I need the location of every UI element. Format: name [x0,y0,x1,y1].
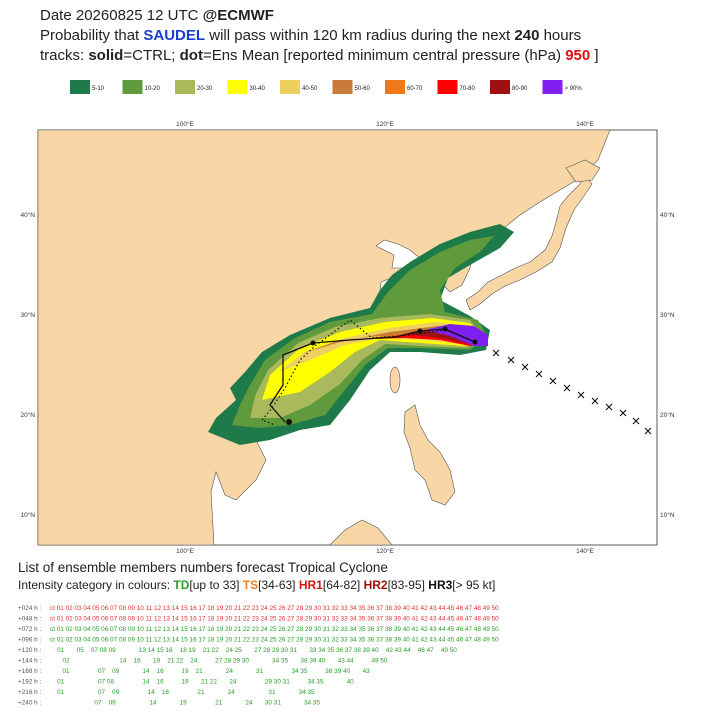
map-graticule-labels: 100°E 100°E 120°E 120°E 140°E 140°E 40°N 40°N 30… [20,120,674,555]
legend-label: 40-50 [302,86,318,92]
text-segment: @ECMWF [203,7,274,24]
latitude-label: 10°N [20,511,35,519]
legend-swatch [332,80,353,94]
text-line: tracks: solid=CTRL; dot=Ens Mean [report… [40,47,599,64]
text-segment: HR2 [364,578,388,592]
row-label: +096 h : [18,637,41,644]
legend-swatch [175,80,195,94]
track-markers [286,326,478,425]
text-segment: [up to 33] [189,578,242,592]
text-segment: TS [243,578,258,592]
row-label: +072 h : [18,626,41,633]
text-segment: =Ens Mean [reported minimum central pres… [203,47,565,64]
row-label: +192 h : [18,679,41,686]
legend-label: 20-30 [197,86,213,92]
text-segment: Intensity category in colours: [18,578,173,592]
legend-label: 5-10 [92,86,105,92]
text-segment: solid [88,47,123,64]
longitude-label: 140°E [576,120,594,128]
row-label: +144 h : [18,658,41,665]
legend-label: 10-20 [145,86,161,92]
row-label: +048 h : [18,616,41,623]
legend-swatch [227,80,248,94]
row-members: 01 07 09 14 16 19 21 24 31 34 35 38 39 4… [50,668,370,675]
track-crosses [492,349,652,435]
text-segment: [34-63] [258,578,299,592]
row-label: +240 h : [18,700,41,707]
legend-label: 60-70 [407,86,423,92]
text-line: Intensity category in colours: TD[up to … [18,578,495,592]
text-segment: will pass within 120 km radius during th… [205,27,514,44]
legend-label: 50-60 [355,86,371,92]
control-track [269,328,476,423]
legend-label: 30-40 [250,86,266,92]
latitude-label: 20°N [20,411,35,419]
text-segment: TD [173,578,189,592]
legend: 5-10 10-20 20-30 30-40 40-50 50-60 60-70 70-80 8… [70,80,582,94]
text-segment: [83-95] [388,578,429,592]
row-label: +024 h : [18,605,41,612]
longitude-label: 140°E [576,547,594,555]
latitude-label: 40°N [660,211,675,219]
longitude-label: 120°E [376,547,394,555]
latitude-label: 30°N [660,311,675,319]
text-segment: ] [590,47,598,64]
hokkaido [565,159,601,183]
header: Date 20260825 12 UTC @ECMWF Probability t… [40,7,599,64]
row-label: +120 h : [18,647,41,654]
legend-swatch [542,80,563,94]
latitude-label: 20°N [660,411,675,419]
row-members: 01 05 07 08 09 13 14 15 16 18 19 21 22 2… [50,647,457,654]
text-segment: SAUDEL [143,27,205,44]
text-segment: dot [180,47,203,64]
longitude-label: 100°E [176,547,194,555]
text-segment: =CTRL; [123,47,179,64]
text-segment: hours [539,27,581,44]
borneo [329,519,393,545]
legend-label: > 90% [565,86,583,92]
text-segment: tracks: [40,47,88,64]
text-line: Date 20260825 12 UTC @ECMWF [40,7,274,24]
legend-swatch [385,80,405,94]
row-members: 01 07 09 14 16 21 24 31 34 35 [50,689,315,696]
legend-label: 80-90 [512,86,528,92]
row-members: ct 01 02 03 04 05 06 07 08 09 10 11 12 1… [50,605,499,612]
row-members: 07 09 14 19 21 24 30 31 34 35 [50,700,320,707]
row-members: 02 14 16 19 21 22 24 27 28 29 30 34 35 3… [50,658,388,665]
row-label: +168 h : [18,668,41,675]
text-segment: [> 95 kt] [452,578,495,592]
latitude-label: 30°N [20,311,35,319]
legend-swatch [490,80,510,94]
row-members: 01 07 08 14 16 19 21 22 24 29 30 31 34 3… [50,679,354,686]
text-segment: HR1 [299,578,323,592]
text-line: Probability that SAUDEL will pass within… [40,27,581,44]
longitude-label: 100°E [176,120,194,128]
row-label: +216 h : [18,689,41,696]
longitude-label: 120°E [376,120,394,128]
philippines [403,404,456,506]
legend-swatch [122,80,143,94]
text-segment: Date 20260825 12 UTC [40,7,203,24]
legend-label: 70-80 [460,86,476,92]
row-members: ct 01 02 03 04 05 06 07 08 09 10 11 12 1… [50,637,499,644]
map-area [38,130,652,545]
text-segment: 950 [565,47,590,64]
text-segment: Probability that [40,27,143,44]
taiwan [389,366,401,394]
text-segment: [64-82] [323,578,364,592]
footer: List of ensemble members numbers forecas… [18,560,499,707]
row-members: ct 01 02 03 04 05 06 07 08 09 10 11 12 1… [50,616,499,623]
latitude-label: 40°N [20,211,35,219]
legend-swatch [280,80,300,94]
latitude-label: 10°N [660,511,675,519]
row-members: ct 01 02 03 04 05 06 07 08 09 10 11 12 1… [50,626,499,633]
text-segment: HR3 [428,578,452,592]
footer-title: List of ensemble members numbers forecas… [18,560,388,575]
legend-swatch [437,80,458,94]
legend-swatch [70,80,90,94]
text-segment: 240 [514,27,539,44]
